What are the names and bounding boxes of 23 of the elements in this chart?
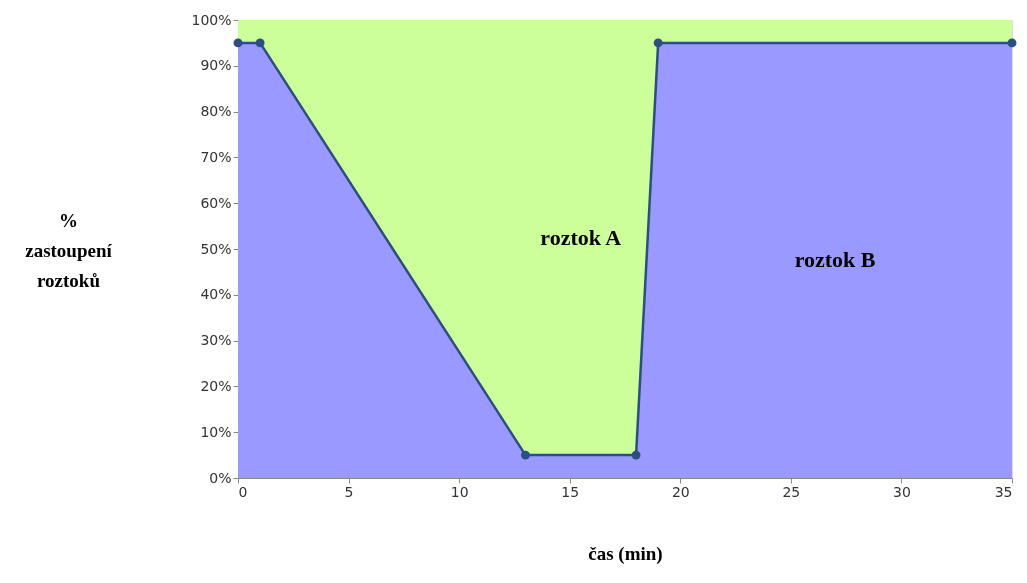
y-tick-label: 60% bbox=[200, 194, 232, 211]
y-tick-label: 80% bbox=[200, 103, 232, 120]
x-axis-title: čas (min) bbox=[588, 542, 663, 565]
x-tick-label: 10 bbox=[450, 483, 469, 500]
x-tick-label: 35 bbox=[994, 483, 1013, 500]
y-tick-label: 100% bbox=[191, 11, 232, 28]
y-tick-label: 20% bbox=[200, 377, 232, 394]
x-tick-label: 25 bbox=[782, 483, 801, 500]
y-axis-title: % zastoupení roztoků bbox=[25, 209, 113, 291]
y-tick-label: 90% bbox=[200, 57, 232, 74]
series-label: roztok A bbox=[540, 224, 622, 250]
x-tick-label: 0 bbox=[238, 483, 248, 500]
x-tick-label: 15 bbox=[561, 483, 580, 500]
y-tick-label: 70% bbox=[200, 148, 232, 165]
y-tick-label: 30% bbox=[200, 332, 232, 349]
y-tick-label: 40% bbox=[200, 286, 232, 303]
x-tick-label: 20 bbox=[671, 483, 690, 500]
y-tick-label: 0% bbox=[209, 469, 232, 486]
y-tick-label: 50% bbox=[200, 240, 232, 257]
series-label: roztok B bbox=[794, 247, 876, 273]
x-tick-label: 5 bbox=[344, 483, 354, 500]
x-tick-label: 30 bbox=[893, 483, 911, 500]
y-tick-label: 10% bbox=[200, 423, 232, 440]
